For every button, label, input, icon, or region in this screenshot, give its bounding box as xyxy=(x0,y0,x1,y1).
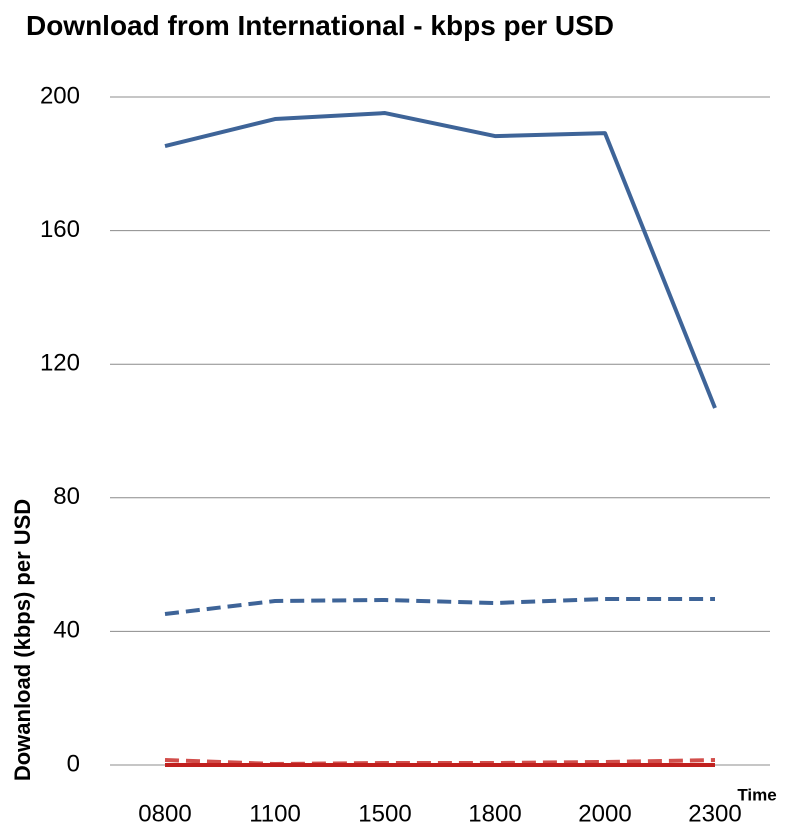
x-tick-label: 1500 xyxy=(358,800,411,827)
x-tick-label: 2300 xyxy=(688,800,741,827)
chart-title: Download from International - kbps per U… xyxy=(25,10,615,41)
x-tick-label: 0800 xyxy=(138,800,191,827)
series-line xyxy=(164,111,717,409)
series-line xyxy=(164,597,715,617)
y-tick-label: 200 xyxy=(40,82,80,109)
y-tick-label: 80 xyxy=(53,483,80,510)
y-axis-label: Dowanload (kbps) per USD xyxy=(10,499,35,781)
y-tick-label: 120 xyxy=(40,350,80,377)
y-tick-label: 160 xyxy=(40,216,80,243)
x-tick-label: 1800 xyxy=(468,800,521,827)
y-tick-label: 0 xyxy=(67,750,80,777)
x-tick-label: 2000 xyxy=(578,800,631,827)
y-tick-label: 40 xyxy=(53,617,80,644)
x-tick-label: 1100 xyxy=(249,800,301,827)
x-axis-label: Time xyxy=(737,785,776,804)
